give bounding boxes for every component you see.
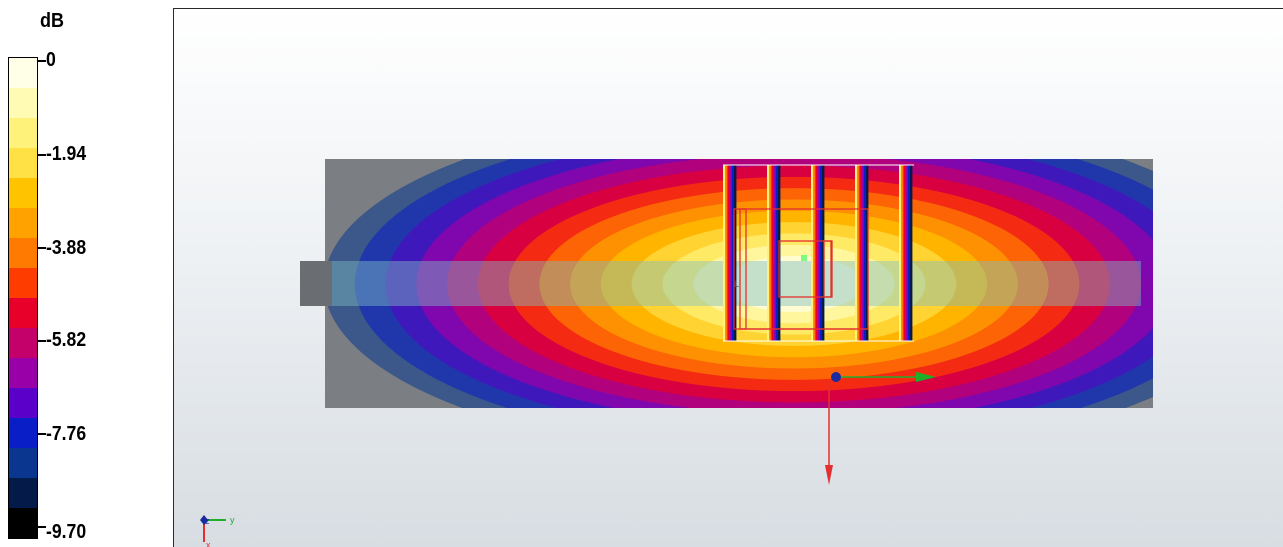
legend-label-3: -5.82 [46, 329, 87, 351]
legend-swatch [9, 448, 37, 478]
legend-swatch [9, 478, 37, 508]
field-contour-band [724, 256, 864, 312]
legend-swatch [9, 118, 37, 148]
legend-swatch [9, 58, 37, 88]
resonator-strip [811, 165, 825, 341]
legend-swatch [9, 268, 37, 298]
legend-swatch [9, 358, 37, 388]
axis-x-label: x [206, 540, 211, 547]
legend-swatch [9, 418, 37, 448]
legend-tick [38, 433, 46, 435]
legend-color-bar [8, 57, 38, 539]
legend-swatch [9, 388, 37, 418]
axis-z-label: z [205, 516, 210, 526]
legend-label-4: -7.76 [46, 423, 87, 445]
legend-swatch [9, 88, 37, 118]
small-marker: L [734, 279, 739, 289]
field-plot-scene[interactable]: L z y x [174, 9, 1283, 547]
legend-swatch [9, 508, 37, 538]
legend-tick [38, 60, 46, 62]
legend-label-1: -1.94 [46, 143, 87, 165]
axis-y-label: y [230, 515, 235, 525]
legend-label-0: 0 [46, 49, 56, 71]
legend-tick [38, 247, 46, 249]
legend-swatch [9, 298, 37, 328]
legend-tick [38, 154, 46, 156]
feed-point-marker [801, 255, 807, 261]
legend-tick [38, 526, 46, 528]
resonator-strip [723, 165, 737, 341]
resonator-strips [723, 164, 914, 342]
axis-origin[interactable] [831, 372, 841, 382]
legend-swatch [9, 148, 37, 178]
legend-swatch [9, 328, 37, 358]
legend-swatch [9, 178, 37, 208]
orientation-indicator: z y x [200, 515, 235, 547]
global-coordinate-axes[interactable] [825, 372, 936, 485]
patch-outline [733, 208, 869, 330]
port-block [300, 261, 332, 306]
legend-swatch [9, 208, 37, 238]
color-legend: dB 0 -1.94 -3.88 -5.82 -7.76 -9.70 [0, 0, 170, 547]
resonator-strip [899, 165, 913, 341]
legend-unit-label: dB [40, 10, 65, 32]
3d-viewport[interactable]: L z y x [173, 8, 1283, 547]
legend-label-2: -3.88 [46, 237, 87, 259]
legend-label-5: -9.70 [46, 521, 87, 543]
resonator-strip [855, 165, 869, 341]
legend-swatch [9, 238, 37, 268]
legend-tick [38, 340, 46, 342]
